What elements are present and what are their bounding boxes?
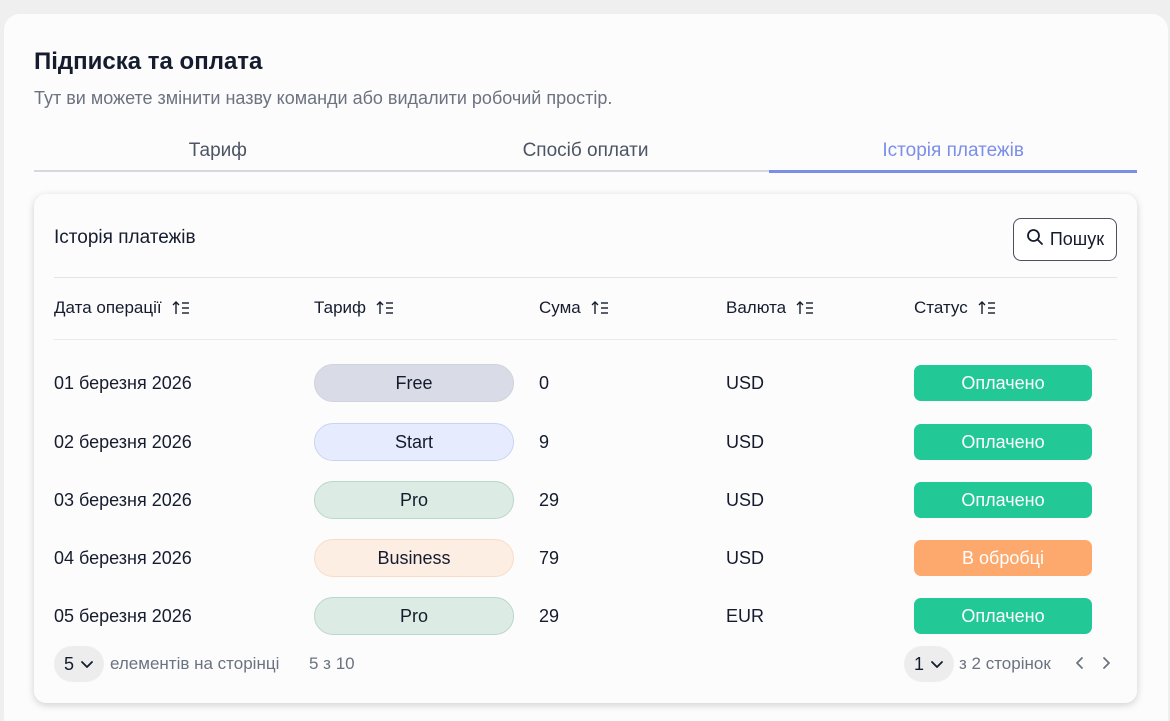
plan-badge: Pro <box>314 481 514 519</box>
column-header-date[interactable]: Дата операції <box>54 298 190 318</box>
card-title: Історія платежів <box>54 227 196 248</box>
column-label: Статус <box>914 298 968 317</box>
date-cell: 03 березня 2026 <box>54 489 192 510</box>
page-size-value: 5 <box>64 653 75 674</box>
divider <box>54 277 1117 278</box>
column-header-status[interactable]: Статус <box>914 298 996 318</box>
sort-icon[interactable] <box>376 300 394 316</box>
column-label: Сума <box>539 298 581 317</box>
table-row: 05 березня 2026 Pro 29 EUR Оплачено <box>54 596 1117 636</box>
search-icon <box>1026 228 1044 251</box>
sort-icon[interactable] <box>172 300 190 316</box>
tab-payment-method[interactable]: Спосіб оплати <box>522 140 649 161</box>
column-label: Дата операції <box>54 298 162 317</box>
sort-icon[interactable] <box>591 300 609 316</box>
currency-cell: USD <box>726 547 765 568</box>
tab-payment-history[interactable]: Історія платежів <box>769 136 1137 173</box>
amount-cell: 79 <box>539 547 560 568</box>
column-header-currency[interactable]: Валюта <box>726 298 814 318</box>
settings-panel: Підписка та оплата Тут ви можете змінити… <box>4 14 1168 721</box>
sort-icon[interactable] <box>978 300 996 316</box>
date-cell: 02 березня 2026 <box>54 431 192 452</box>
date-cell: 01 березня 2026 <box>54 372 192 393</box>
page-title: Підписка та оплата <box>34 48 263 75</box>
next-page-icon[interactable] <box>1098 654 1114 672</box>
pages-label: з 2 сторінок <box>959 654 1051 673</box>
column-label: Тариф <box>314 298 367 317</box>
search-label: Пошук <box>1049 229 1105 249</box>
amount-cell: 9 <box>539 431 550 452</box>
search-button[interactable]: Пошук <box>1013 218 1117 261</box>
page-size-label: елементів на сторінці <box>110 654 280 673</box>
column-header-amount[interactable]: Сума <box>539 298 609 318</box>
table-header: Дата операції Тариф Сума Валюта Статус <box>54 298 1117 340</box>
pagination-bar: 5 елементів на сторінці 5 з 10 1 з 2 сто… <box>54 646 1117 682</box>
currency-cell: EUR <box>726 605 765 626</box>
currency-cell: USD <box>726 489 765 510</box>
column-label: Валюта <box>726 298 787 317</box>
plan-badge: Start <box>314 423 514 461</box>
table-row: 04 березня 2026 Business 79 USD В обробц… <box>54 538 1117 578</box>
payment-history-card: Історія платежів Пошук Дата операції Тар… <box>34 194 1137 703</box>
items-range: 5 з 10 <box>309 654 355 673</box>
status-badge: В обробці <box>914 540 1092 576</box>
page-select[interactable]: 1 <box>904 646 955 682</box>
chevron-down-icon <box>80 654 94 675</box>
plan-badge: Pro <box>314 597 514 635</box>
amount-cell: 0 <box>539 372 550 393</box>
plan-badge: Business <box>314 539 514 577</box>
date-cell: 04 березня 2026 <box>54 547 192 568</box>
page-size-select[interactable]: 5 <box>54 646 105 682</box>
chevron-down-icon <box>930 654 944 675</box>
amount-cell: 29 <box>539 489 560 510</box>
currency-cell: USD <box>726 372 765 393</box>
status-badge: Оплачено <box>914 482 1092 518</box>
plan-badge: Free <box>314 364 514 402</box>
prev-page-icon[interactable] <box>1072 654 1088 672</box>
sort-icon[interactable] <box>796 300 814 316</box>
tab-tariff[interactable]: Тариф <box>188 140 247 161</box>
date-cell: 05 березня 2026 <box>54 605 192 626</box>
currency-cell: USD <box>726 431 765 452</box>
status-badge: Оплачено <box>914 598 1092 634</box>
status-badge: Оплачено <box>914 365 1092 401</box>
column-header-plan[interactable]: Тариф <box>314 298 394 318</box>
tab-bar: Тариф Спосіб оплати Історія платежів <box>34 136 1137 173</box>
page-subtitle: Тут ви можете змінити назву команди або … <box>34 88 613 108</box>
table-row: 01 березня 2026 Free 0 USD Оплачено <box>54 363 1117 403</box>
current-page-value: 1 <box>914 653 925 674</box>
table-row: 02 березня 2026 Start 9 USD Оплачено <box>54 422 1117 462</box>
status-badge: Оплачено <box>914 424 1092 460</box>
table-row: 03 березня 2026 Pro 29 USD Оплачено <box>54 480 1117 520</box>
amount-cell: 29 <box>539 605 560 626</box>
